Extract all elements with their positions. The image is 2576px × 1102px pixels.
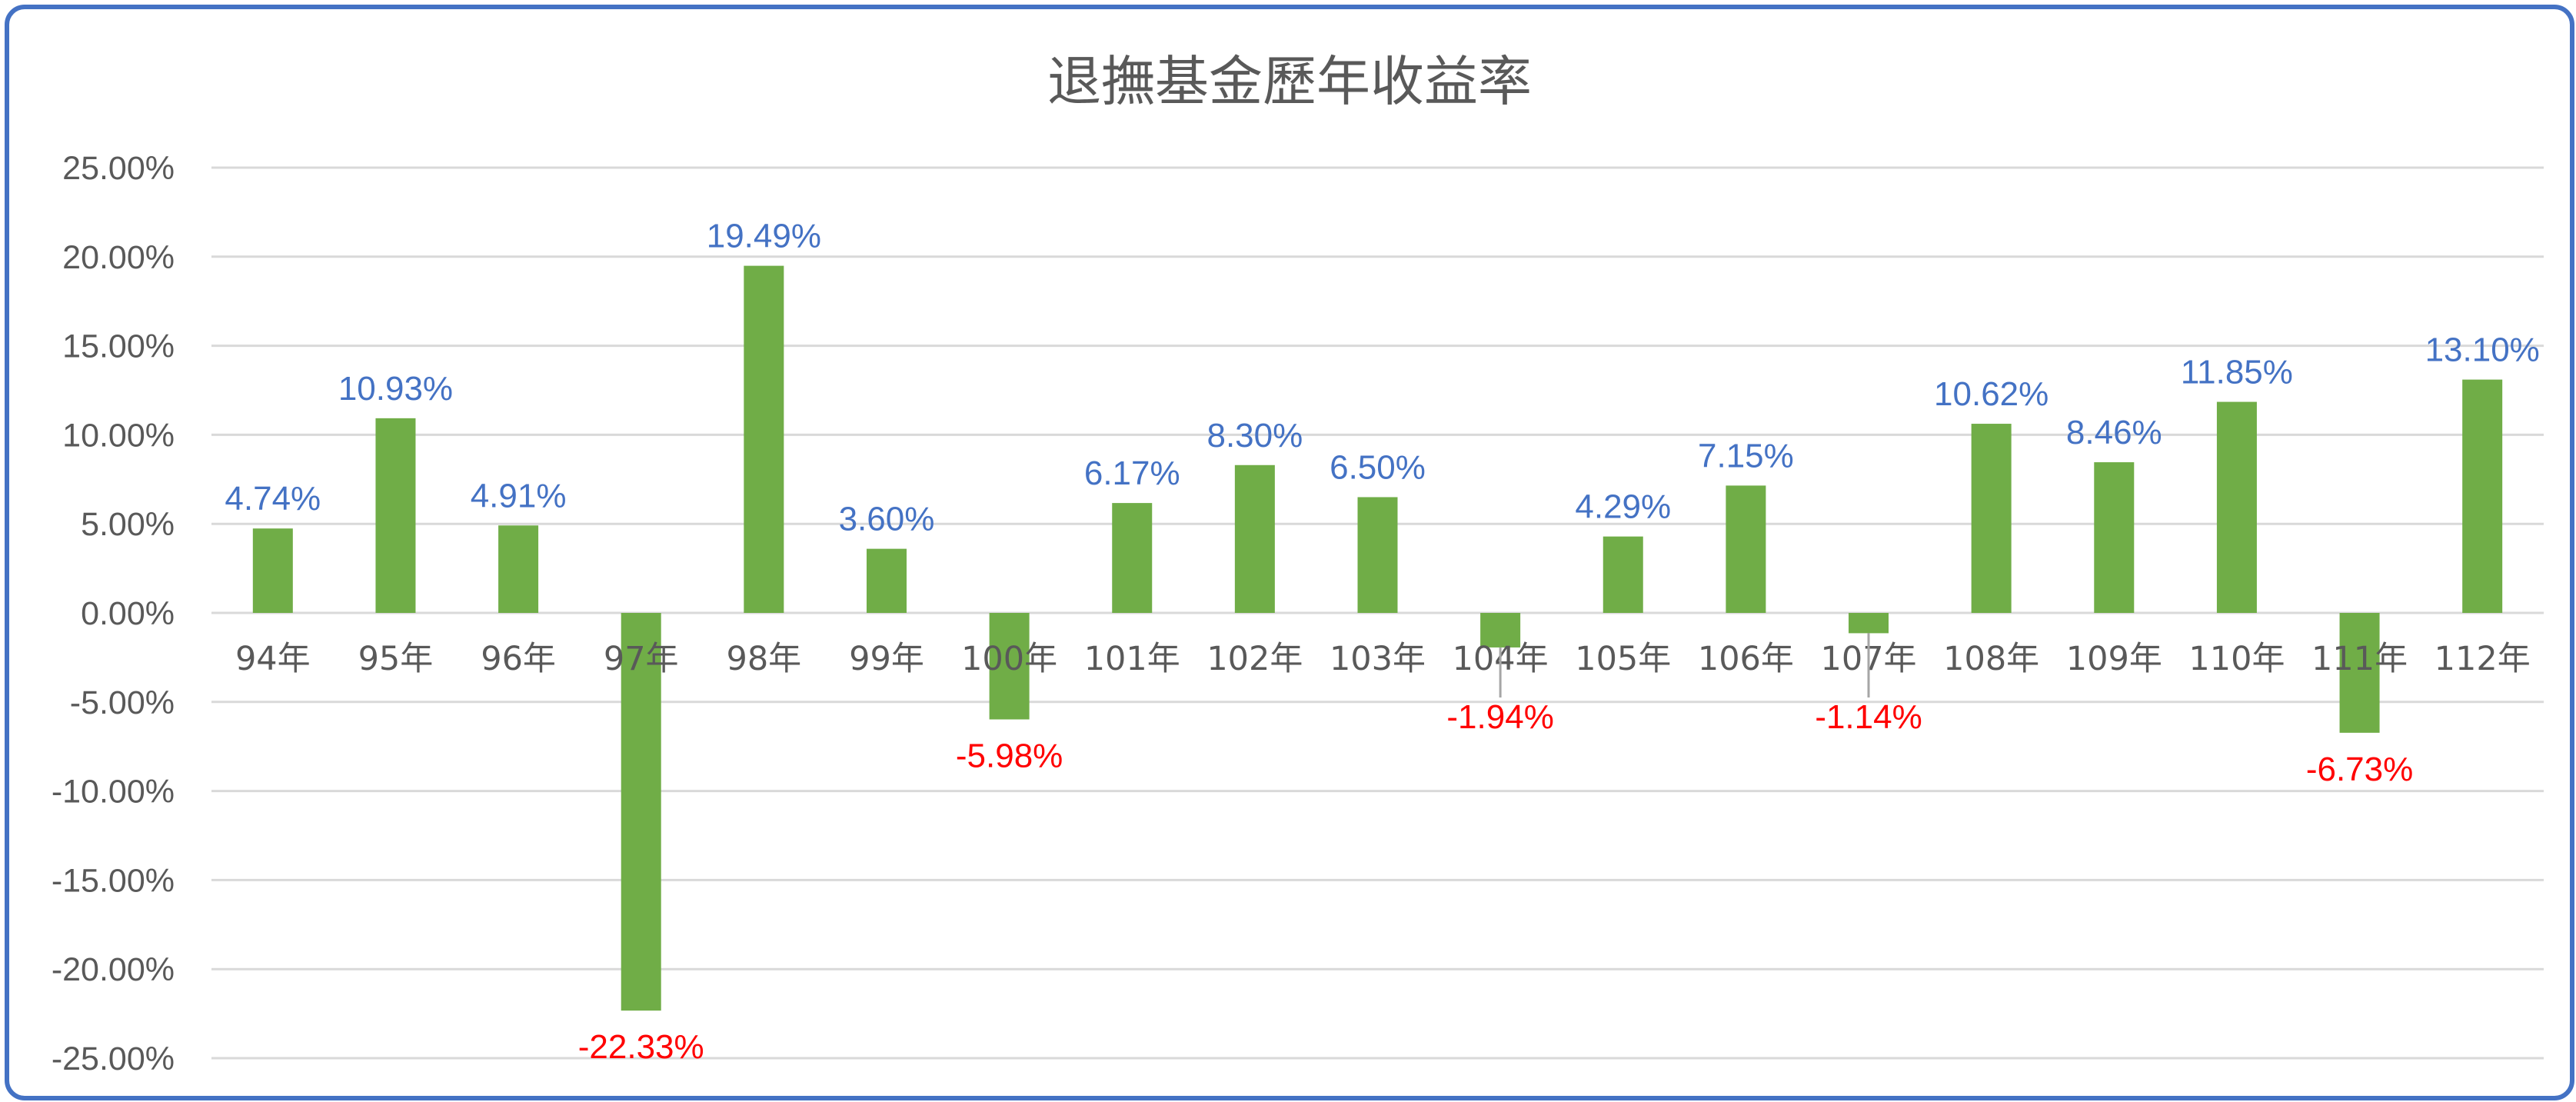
category-label: 98年 [726,640,801,678]
category-label: 97年 [604,640,679,678]
bar [1112,503,1153,613]
data-label: 4.91% [471,477,567,514]
category-label: 108年 [1943,640,2039,678]
data-label: 13.10% [2425,331,2540,369]
category-label: 109年 [2066,640,2162,678]
category-label: 100年 [961,640,1057,678]
category-label: 95年 [358,640,434,678]
data-label: 11.85% [2181,354,2293,391]
y-tick-label: -5.00% [70,684,175,721]
bar [2462,379,2503,613]
data-label: 7.15% [1698,437,1794,474]
data-label: 4.74% [225,480,321,518]
bar [498,525,539,613]
bar-chart: 退撫基金歷年收益率 25.00% 20.00% 15.00% 10.00% 5.00% 0… [52,50,2544,1077]
data-label: 8.30% [1206,417,1303,454]
bar [1234,464,1275,613]
y-tick-label: 5.00% [81,506,175,543]
category-label: 110年 [2188,640,2285,678]
bar [866,548,907,613]
bar [1971,424,2012,613]
data-label: 6.17% [1084,454,1180,492]
bar [1480,613,1521,648]
bar [1603,536,1643,613]
y-tick-label: 10.00% [62,417,175,454]
data-label: 6.50% [1330,448,1426,486]
bar [621,613,661,1011]
bar [2216,401,2257,613]
bar [989,613,1030,720]
category-label: 101年 [1084,640,1180,678]
y-tick-label: -15.00% [52,862,175,899]
category-labels: 94年 95年 96年 97年 98年 99年 100年 101年 102年 103年 104年 10… [235,640,2531,678]
data-label: 8.46% [2066,414,2162,451]
bar [252,528,293,613]
category-label: 102年 [1206,640,1303,678]
data-label: -6.73% [2306,751,2413,788]
data-label: 19.49% [707,218,821,255]
y-tick-label: -20.00% [52,951,175,988]
category-label: 103年 [1330,640,1426,678]
data-label: -1.14% [1815,698,1922,736]
data-labels: 4.74% 10.93% 4.91% -22.33% 19.49% 3.60% -5.98%… [225,218,2539,1067]
bar [2094,462,2135,613]
category-label: 105年 [1575,640,1671,678]
category-label: 94年 [235,640,311,678]
bar [1849,613,1889,634]
data-label: 10.62% [1934,375,2048,413]
y-tick-label: -25.00% [52,1040,175,1077]
category-label: 112年 [2435,640,2531,678]
bar [1726,485,1766,613]
y-axis-ticks: 25.00% 20.00% 15.00% 10.00% 5.00% 0.00% -5.00%… [52,150,175,1077]
y-tick-label: 20.00% [62,239,175,276]
chart-title: 退撫基金歷年收益率 [1047,50,1532,113]
category-label: 96年 [481,640,556,678]
y-tick-label: 15.00% [62,328,175,365]
data-label: 3.60% [839,501,935,538]
chart-frame: 退撫基金歷年收益率 25.00% 20.00% 15.00% 10.00% 5.00% 0… [5,5,2574,1100]
data-label: 10.93% [338,370,453,408]
bar [2339,613,2380,733]
data-label: -5.98% [956,737,1063,774]
data-label: -1.94% [1446,698,1553,736]
bar [375,418,416,613]
y-tick-label: -10.00% [52,774,175,811]
data-label: -22.33% [578,1028,704,1066]
category-label: 111年 [2311,640,2408,678]
category-label: 106年 [1698,640,1794,678]
bars [252,265,2503,1011]
category-label: 99年 [849,640,924,678]
y-tick-label: 0.00% [81,595,175,632]
data-label: 4.29% [1575,488,1671,526]
bar [1357,497,1398,613]
y-tick-label: 25.00% [62,150,175,187]
bar [744,265,784,613]
